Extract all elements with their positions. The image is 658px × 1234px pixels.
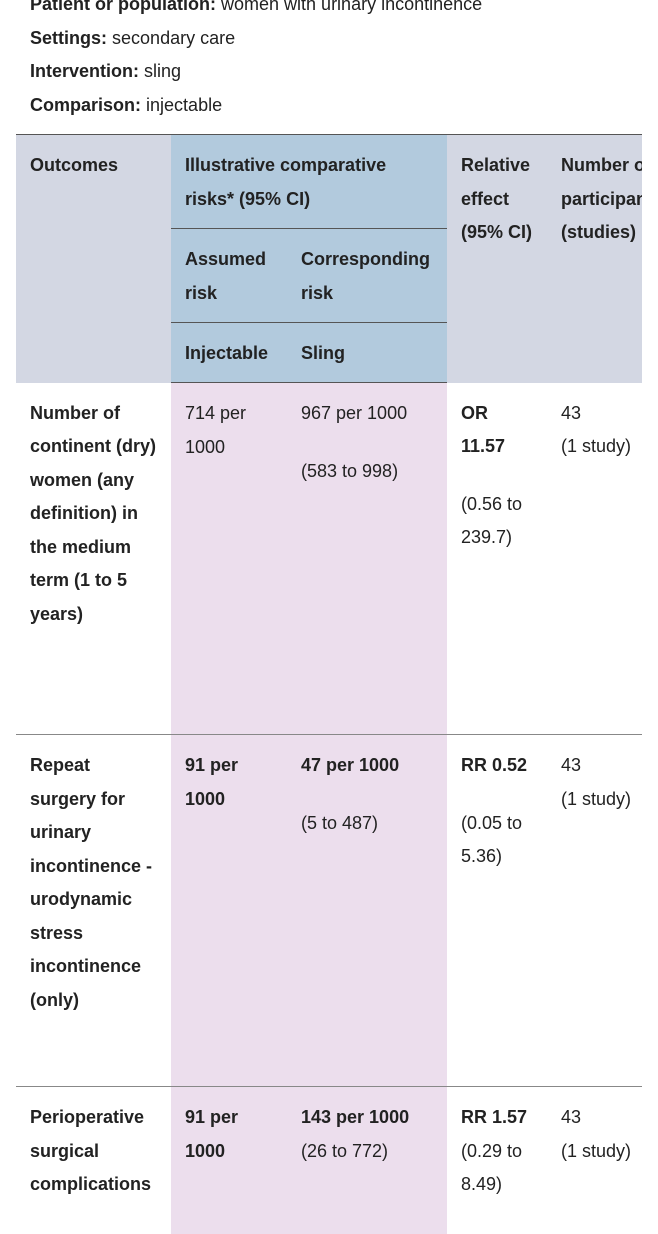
summary-label: Intervention:: [30, 61, 139, 81]
header-cell: Corresponding risk: [287, 229, 447, 323]
corresponding-risk: 47 per 1000: [301, 749, 435, 783]
summary-value: secondary care: [112, 28, 235, 48]
summary-line: Comparison: injectable: [30, 89, 482, 123]
summary-line: Intervention: sling: [30, 55, 482, 89]
header: Number of participants (studies): [561, 155, 642, 242]
header: Assumed risk: [185, 249, 266, 303]
table-row: Number of continent (dry) women (any def…: [16, 383, 642, 735]
outcome: Number of continent (dry) women (any def…: [30, 397, 159, 632]
header: Sling: [301, 343, 345, 363]
relative-ci: (0.29 to 8.49): [461, 1135, 535, 1202]
header-cell: Outcomes: [16, 135, 171, 383]
summary-label: Patient or population:: [30, 0, 216, 14]
table-wrap: Outcomes Illustrative comparative risks*…: [0, 134, 642, 1234]
summary: Patient or population: women with urinar…: [30, 0, 482, 122]
header: Outcomes: [30, 155, 118, 175]
summary-value: injectable: [146, 95, 222, 115]
cell: 43(1 study): [547, 735, 642, 1087]
cell: OR 11.57 (0.56 to 239.7): [447, 383, 547, 735]
cell: RR 1.57(0.29 to 8.49): [447, 1087, 547, 1234]
page: Patient or population: women with urinar…: [0, 0, 658, 1200]
participants: 43: [561, 397, 642, 431]
header-cell: Assumed risk: [171, 229, 287, 323]
assumed-risk: 91 per 1000: [185, 1101, 275, 1168]
table-row: Perioperative surgical complications 91 p…: [16, 1087, 642, 1234]
table-row: Repeat surgery for urinary incontinence …: [16, 735, 642, 1087]
outcome: Repeat surgery for urinary incontinence …: [30, 749, 159, 1017]
cell: 43(1 study): [547, 383, 642, 735]
header: Injectable: [185, 343, 268, 363]
cell: 91 per 1000: [171, 1087, 287, 1234]
summary-label: Settings:: [30, 28, 107, 48]
relative-effect: OR 11.57: [461, 397, 535, 464]
cell: 967 per 1000 (583 to 998): [287, 383, 447, 735]
summary-value: sling: [144, 61, 181, 81]
header-cell: Relative effect (95% CI): [447, 135, 547, 383]
studies: (1 study): [561, 1135, 642, 1169]
cell: Repeat surgery for urinary incontinence …: [16, 735, 171, 1087]
cell: 43(1 study): [547, 1087, 642, 1234]
corresponding-ci: (5 to 487): [301, 807, 435, 841]
cell: 47 per 1000 (5 to 487): [287, 735, 447, 1087]
corresponding-ci: (583 to 998): [301, 455, 435, 489]
relative-effect: RR 0.52: [461, 749, 535, 783]
summary-label: Comparison:: [30, 95, 141, 115]
cell: 143 per 1000(26 to 772): [287, 1087, 447, 1234]
participants: 43: [561, 1101, 642, 1135]
cell: RR 0.52 (0.05 to 5.36): [447, 735, 547, 1087]
summary-value: women with urinary incontinence: [221, 0, 482, 14]
assumed-risk: 714 per 1000: [185, 397, 275, 464]
header-cell: Sling: [287, 323, 447, 383]
studies: (1 study): [561, 783, 642, 817]
header: Relative effect (95% CI): [461, 155, 532, 242]
summary-line: Patient or population: women with urinar…: [30, 0, 482, 22]
relative-ci: (0.56 to 239.7): [461, 488, 535, 555]
summary-line: Settings: secondary care: [30, 22, 482, 56]
relative-effect: RR 1.57: [461, 1101, 535, 1135]
assumed-risk: 91 per 1000: [185, 749, 275, 816]
participants: 43: [561, 749, 642, 783]
sof-table: Outcomes Illustrative comparative risks*…: [16, 134, 642, 1234]
cell: Perioperative surgical complications: [16, 1087, 171, 1234]
header-cell: Number of participants (studies): [547, 135, 642, 383]
studies: (1 study): [561, 430, 642, 464]
relative-ci: (0.05 to 5.36): [461, 807, 535, 874]
cell: Number of continent (dry) women (any def…: [16, 383, 171, 735]
header: Illustrative comparative risks* (95% CI): [185, 155, 386, 209]
header: Corresponding risk: [301, 249, 430, 303]
cell: 91 per 1000: [171, 735, 287, 1087]
header-cell: Injectable: [171, 323, 287, 383]
outcome: Perioperative surgical complications: [30, 1101, 159, 1202]
corresponding-ci: (26 to 772): [301, 1135, 435, 1169]
header-cell: Illustrative comparative risks* (95% CI): [171, 135, 447, 229]
cell: 714 per 1000: [171, 383, 287, 735]
corresponding-risk: 967 per 1000: [301, 397, 435, 431]
corresponding-risk: 143 per 1000: [301, 1101, 435, 1135]
